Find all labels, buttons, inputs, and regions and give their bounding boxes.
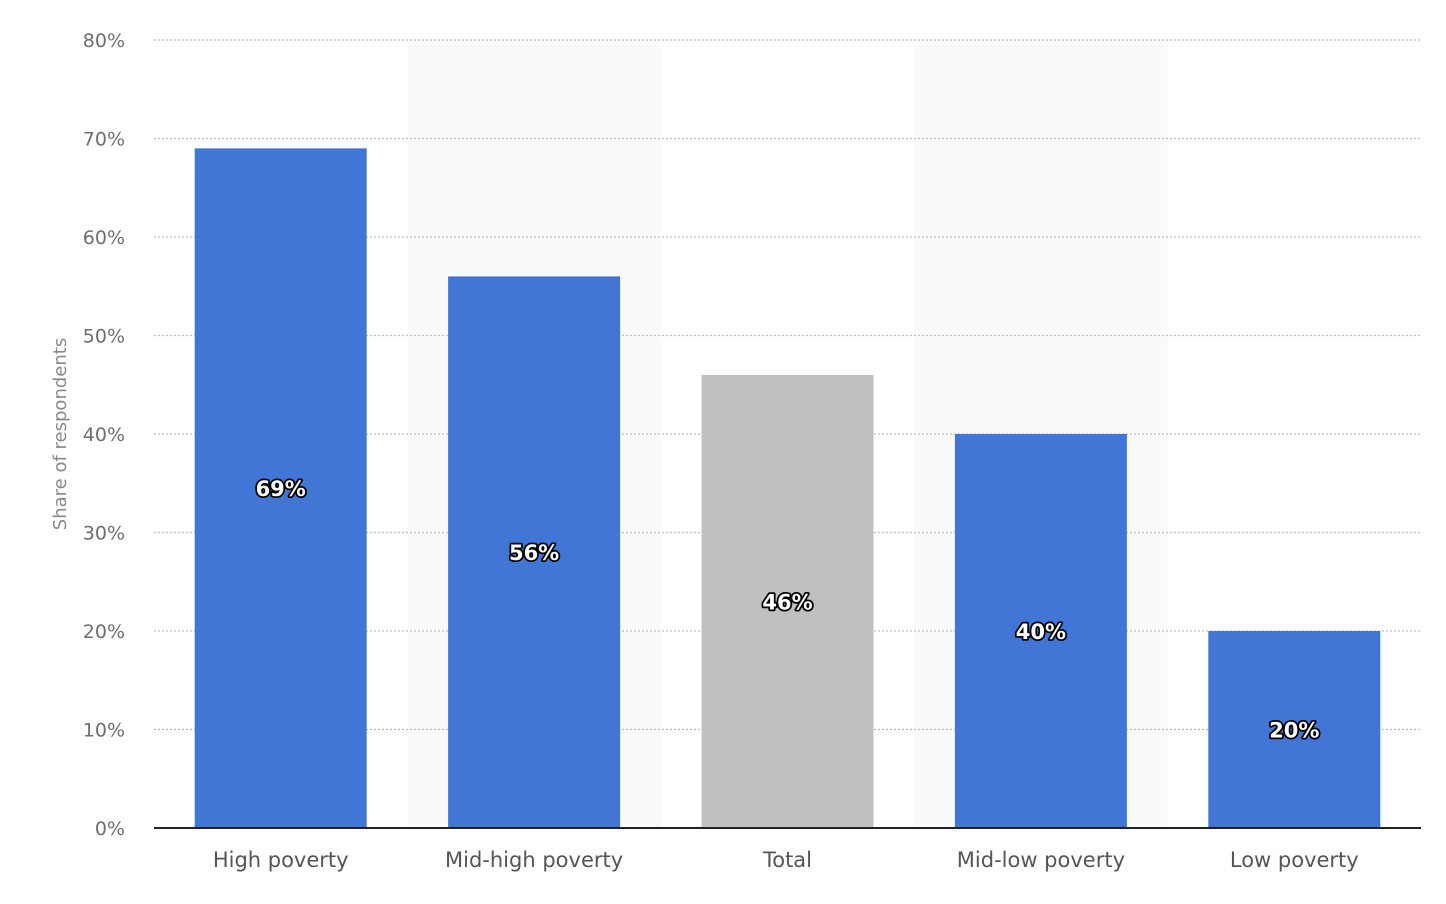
- category-label: Total: [762, 848, 812, 872]
- data-label: 40%: [1016, 620, 1066, 644]
- y-tick-label: 0%: [95, 818, 125, 840]
- category-label: High poverty: [213, 848, 349, 872]
- y-tick-label: 60%: [83, 227, 125, 249]
- data-labels: 69% 56% 46% 40% 20%: [254, 475, 1321, 744]
- category-label: Low poverty: [1230, 848, 1359, 872]
- y-tick-label: 50%: [83, 326, 125, 348]
- bars: [194, 148, 1381, 829]
- y-axis-title: Share of respondents: [50, 338, 71, 530]
- data-label: 46%: [762, 590, 812, 614]
- y-tick-label: 10%: [83, 720, 125, 742]
- bar[interactable]: [701, 374, 874, 828]
- y-axis-ticks: 0% 10% 20% 30% 40% 50% 60% 70% 80%: [83, 30, 125, 840]
- data-label: 56%: [509, 541, 559, 565]
- data-label: 69%: [256, 477, 306, 501]
- data-label: 20%: [1269, 719, 1319, 743]
- bar[interactable]: [1208, 631, 1381, 828]
- y-tick-label: 20%: [83, 621, 125, 643]
- category-label: Mid-low poverty: [957, 848, 1125, 872]
- x-axis-categories: High poverty Mid-high poverty Total Mid-low…: [213, 848, 1359, 872]
- y-tick-label: 70%: [83, 129, 125, 151]
- y-tick-label: 30%: [83, 523, 125, 545]
- bar[interactable]: [954, 434, 1127, 828]
- bar[interactable]: [194, 148, 367, 829]
- category-label: Mid-high poverty: [445, 848, 623, 872]
- y-tick-label: 80%: [83, 30, 125, 52]
- y-tick-label: 40%: [83, 424, 125, 446]
- bar[interactable]: [448, 276, 621, 828]
